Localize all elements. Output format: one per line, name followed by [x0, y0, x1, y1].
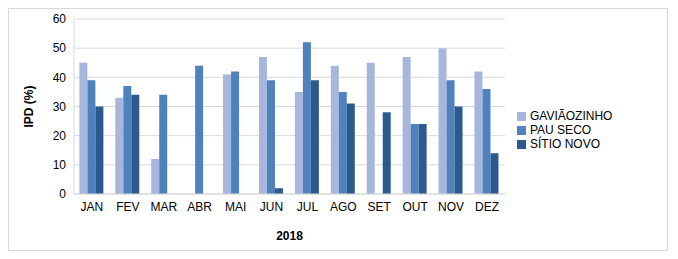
- svg-text:NOV: NOV: [438, 200, 464, 214]
- svg-text:MAI: MAI: [225, 200, 246, 214]
- svg-text:10: 10: [53, 158, 67, 172]
- html-text:GAVIÃOZINHO: GAVIÃOZINHO: [530, 108, 613, 123]
- svg-text:20: 20: [53, 129, 67, 143]
- svg-text:FEV: FEV: [116, 200, 139, 214]
- svg-text:30: 30: [53, 100, 67, 114]
- svg-text:AGO: AGO: [330, 200, 357, 214]
- svg-text:JAN: JAN: [81, 200, 104, 214]
- svg-text:40: 40: [53, 71, 67, 85]
- svg-text:JUL: JUL: [297, 200, 319, 214]
- html-text:PAU SECO: PAU SECO: [530, 122, 592, 137]
- svg-text:50: 50: [53, 41, 67, 55]
- svg-text:2018: 2018: [276, 229, 303, 243]
- svg-text:DEZ: DEZ: [475, 200, 499, 214]
- svg-text:MAR: MAR: [150, 200, 177, 214]
- svg-text:SET: SET: [368, 200, 392, 214]
- svg-text:JUN: JUN: [260, 200, 283, 214]
- svg-text:0: 0: [59, 187, 66, 201]
- svg-text:ABR: ABR: [187, 200, 212, 214]
- svg-text:IPD (%): IPD (%): [22, 85, 36, 127]
- html-text:SÍTIO NOVO: SÍTIO NOVO: [530, 136, 600, 151]
- svg-text:OUT: OUT: [403, 200, 429, 214]
- svg-text:60: 60: [53, 12, 67, 26]
